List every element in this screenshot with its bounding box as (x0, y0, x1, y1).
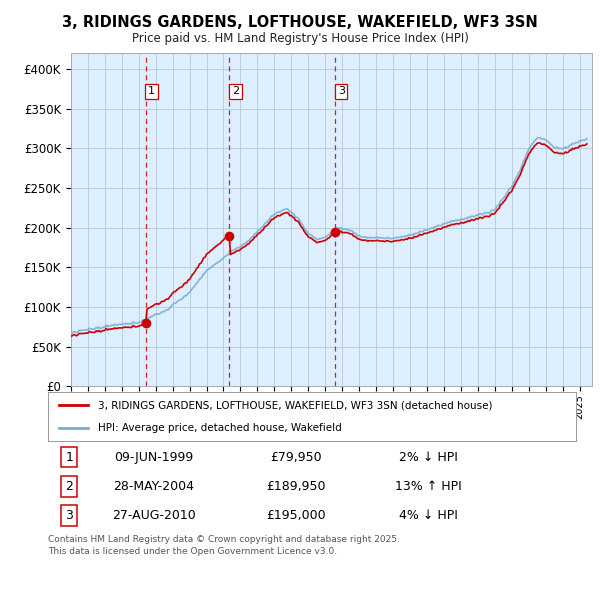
Text: 3: 3 (338, 87, 345, 96)
Text: £79,950: £79,950 (271, 451, 322, 464)
Text: 3, RIDINGS GARDENS, LOFTHOUSE, WAKEFIELD, WF3 3SN: 3, RIDINGS GARDENS, LOFTHOUSE, WAKEFIELD… (62, 15, 538, 30)
Text: £189,950: £189,950 (266, 480, 326, 493)
Text: 27-AUG-2010: 27-AUG-2010 (112, 509, 196, 522)
Text: 28-MAY-2004: 28-MAY-2004 (113, 480, 194, 493)
Text: Price paid vs. HM Land Registry's House Price Index (HPI): Price paid vs. HM Land Registry's House … (131, 32, 469, 45)
Text: 1: 1 (65, 451, 73, 464)
Text: This data is licensed under the Open Government Licence v3.0.: This data is licensed under the Open Gov… (48, 547, 337, 556)
Text: 13% ↑ HPI: 13% ↑ HPI (395, 480, 461, 493)
Text: 2: 2 (65, 480, 73, 493)
Text: HPI: Average price, detached house, Wakefield: HPI: Average price, detached house, Wake… (98, 422, 342, 432)
Text: 2% ↓ HPI: 2% ↓ HPI (399, 451, 458, 464)
Text: £195,000: £195,000 (266, 509, 326, 522)
Text: 09-JUN-1999: 09-JUN-1999 (114, 451, 193, 464)
Text: Contains HM Land Registry data © Crown copyright and database right 2025.: Contains HM Land Registry data © Crown c… (48, 535, 400, 544)
Text: 3, RIDINGS GARDENS, LOFTHOUSE, WAKEFIELD, WF3 3SN (detached house): 3, RIDINGS GARDENS, LOFTHOUSE, WAKEFIELD… (98, 401, 493, 411)
Text: 4% ↓ HPI: 4% ↓ HPI (399, 509, 458, 522)
Text: 2: 2 (232, 87, 239, 96)
Text: 1: 1 (148, 87, 155, 96)
Text: 3: 3 (65, 509, 73, 522)
